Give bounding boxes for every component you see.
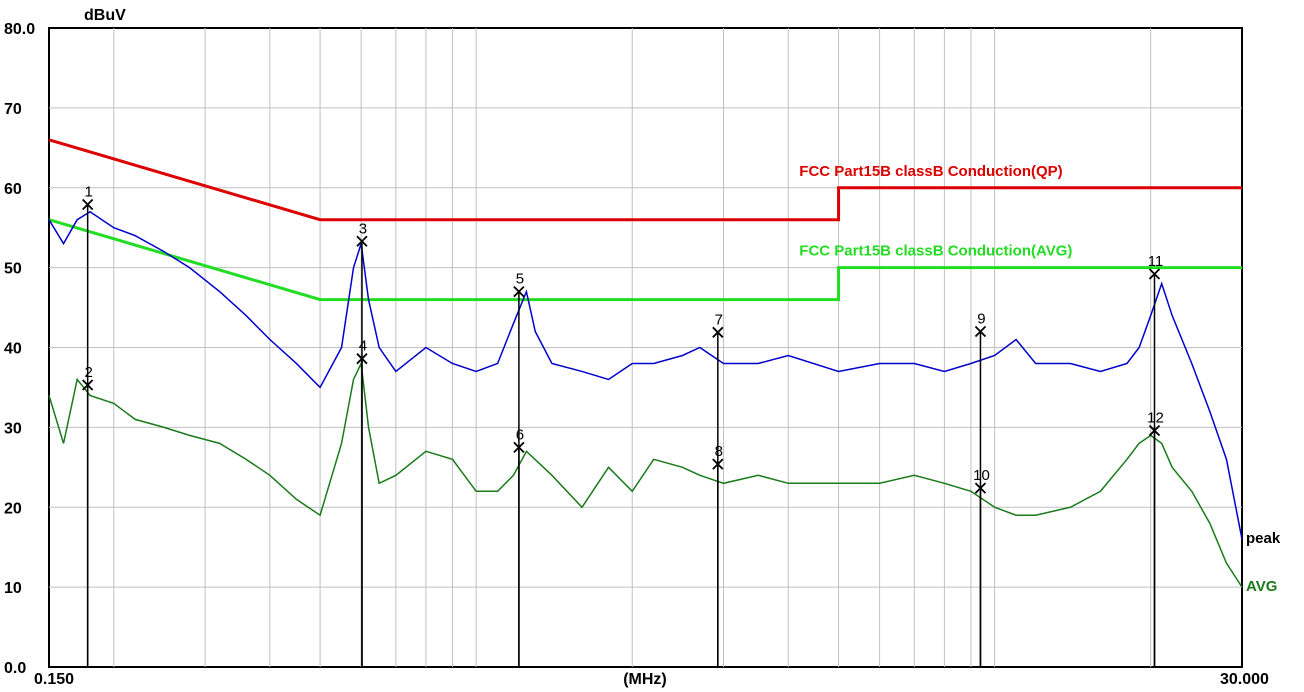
- marker-label: 10: [973, 467, 990, 484]
- series-avg: [48, 360, 1243, 588]
- x-unit-label: (MHz): [623, 671, 667, 688]
- y-tick-label: 80.0: [4, 21, 35, 38]
- y-tick-label: 40: [4, 341, 22, 358]
- marker-label: 7: [715, 311, 723, 328]
- marker-x: [82, 198, 94, 211]
- marker-x: [974, 482, 987, 494]
- limit-lines: FCC Part15B classB Conduction(QP) FCC Par…: [48, 138, 1242, 302]
- y-tick-label: 50: [4, 261, 22, 278]
- limit-label-qp: FCC Part15B classB Conduction(QP): [799, 163, 1062, 180]
- marker-x: [974, 325, 987, 338]
- marker-label: 11: [1148, 253, 1164, 270]
- y-tick-label: 30: [4, 420, 22, 437]
- marker-label: 5: [516, 271, 524, 288]
- marker-x: [356, 235, 368, 247]
- marker-label: 12: [1147, 410, 1164, 427]
- axis-labels: dBuV (MHz) 0.150 30.000 0.0 10 20 30 40 50 60 7…: [4, 7, 1269, 688]
- marker-label: 9: [977, 311, 985, 328]
- marker-x: [513, 441, 525, 453]
- limit-label-avg: FCC Part15B classB Conduction(AVG): [799, 243, 1072, 260]
- trace-label-peak: peak: [1246, 530, 1281, 547]
- marker-x: [513, 285, 525, 298]
- marker-label: 1: [84, 184, 92, 201]
- marker-label: 4: [359, 338, 367, 355]
- limit-line-avg: [48, 218, 1242, 302]
- marker-x: [1148, 268, 1161, 280]
- marker-x: [712, 326, 724, 338]
- marker-x: [82, 379, 94, 391]
- y-tick-label: 20: [4, 500, 22, 517]
- marker-x: [1148, 424, 1161, 437]
- marker-label: 8: [715, 443, 723, 460]
- limit-line-qp: [48, 138, 1242, 222]
- grid: [49, 28, 1242, 667]
- y-tick-label: 70: [4, 101, 22, 118]
- marker-x: [712, 458, 724, 470]
- y-tick-label: 10: [4, 580, 22, 597]
- marker-label: 6: [516, 426, 524, 443]
- marker-x: [356, 353, 368, 365]
- x-tick-start: 0.150: [34, 671, 74, 688]
- marker-label: 3: [359, 220, 367, 237]
- x-tick-end: 30.000: [1220, 671, 1269, 688]
- series-peak: [48, 210, 1243, 540]
- y-unit-label: dBuV: [84, 7, 126, 24]
- y-tick-label: 0.0: [4, 660, 26, 677]
- marker-label: 2: [84, 364, 92, 381]
- trace-label-avg: AVG: [1246, 578, 1277, 595]
- y-tick-label: 60: [4, 181, 22, 198]
- traces: peak AVG: [48, 210, 1281, 595]
